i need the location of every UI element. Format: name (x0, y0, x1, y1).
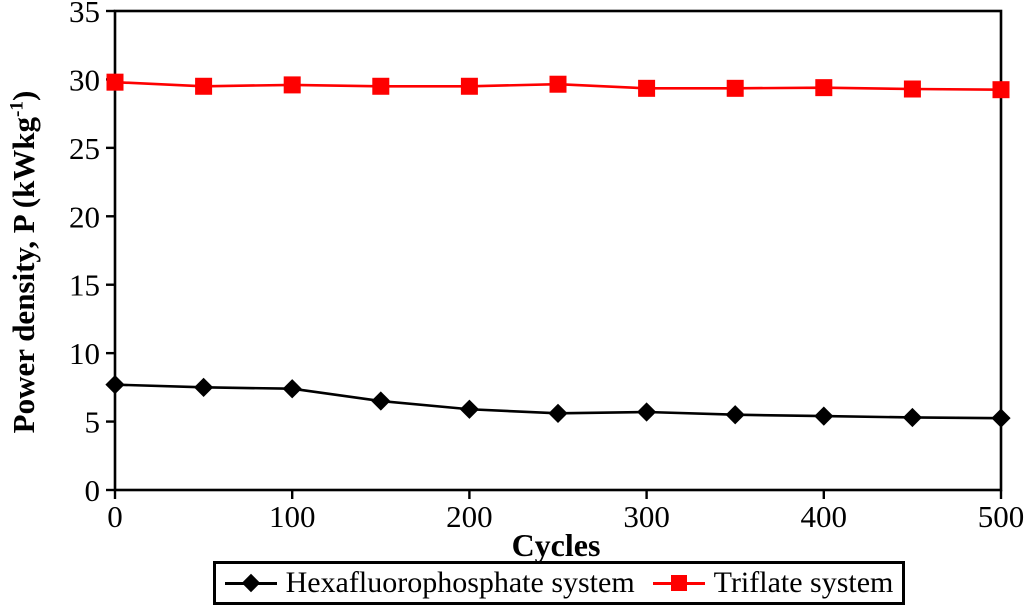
plot-border (113, 9, 1003, 492)
y-tick-label: 10 (69, 336, 100, 371)
y-axis-title-text: Power density, P (kWkg (6, 116, 41, 434)
legend-item-triflate: Triflate system (652, 566, 894, 600)
diamond-marker-icon (814, 406, 834, 426)
square-marker-icon (460, 77, 478, 95)
square-marker-icon (549, 75, 567, 93)
square-marker-icon (815, 79, 833, 97)
x-tick-label: 300 (623, 499, 670, 534)
legend: Hexafluorophosphate system Triflate syst… (213, 561, 905, 605)
diamond-marker-icon (902, 407, 923, 428)
y-axis-title-close: ) (6, 90, 41, 101)
diamond-marker-icon (548, 403, 568, 423)
square-marker-icon (195, 77, 213, 95)
diamond-marker-icon (282, 379, 302, 399)
y-tick-label: 15 (69, 268, 100, 303)
square-marker-icon (638, 79, 656, 97)
diamond-marker-icon (991, 408, 1011, 428)
x-tick-label: 400 (801, 499, 848, 534)
legend-label-triflate: Triflate system (713, 566, 894, 599)
diamond-marker-icon (224, 573, 277, 593)
y-tick-label: 25 (69, 131, 100, 166)
diamond-marker-icon (105, 375, 125, 395)
square-marker-icon (726, 79, 744, 97)
square-marker-icon (372, 77, 390, 95)
x-tick-label: 100 (269, 499, 316, 534)
diamond-marker-icon (371, 391, 391, 411)
square-marker-icon (283, 76, 301, 94)
diamond-marker-icon (459, 399, 480, 419)
y-tick-label: 30 (69, 62, 100, 97)
diamond-marker-icon (725, 405, 745, 425)
y-axis-title-superscript: -1 (6, 100, 28, 117)
x-tick-label: 200 (446, 499, 493, 534)
legend-label-hexafluorophosphate: Hexafluorophosphate system (285, 566, 635, 599)
x-tick-label: 0 (107, 499, 123, 534)
y-axis-title: Power density, P (kWkg-1) (6, 91, 42, 434)
diamond-marker-icon (193, 377, 214, 397)
square-marker-icon (652, 573, 705, 593)
square-marker-icon (106, 73, 124, 91)
legend-item-hexafluorophosphate: Hexafluorophosphate system (224, 566, 635, 600)
square-marker-icon (992, 81, 1010, 99)
x-axis-title: Cycles (511, 527, 601, 563)
y-tick-label: 35 (69, 0, 100, 29)
x-tick-label: 500 (978, 499, 1024, 534)
y-tick-label: 20 (69, 199, 100, 234)
y-tick-label: 0 (85, 473, 101, 508)
y-tick-label: 5 (85, 405, 101, 440)
square-marker-icon (903, 80, 921, 98)
diamond-marker-icon (636, 402, 657, 422)
